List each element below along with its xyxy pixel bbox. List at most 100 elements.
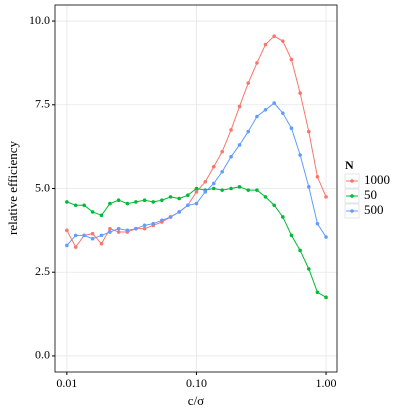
point — [108, 226, 112, 231]
point — [289, 126, 294, 131]
point — [324, 295, 328, 300]
point — [315, 174, 320, 179]
point — [237, 143, 242, 147]
point — [324, 235, 328, 239]
point — [255, 188, 259, 192]
point — [281, 215, 285, 219]
point — [160, 218, 164, 223]
point — [298, 248, 302, 253]
point — [306, 185, 311, 189]
point — [289, 233, 294, 238]
y-axis-label: relative efficiency — [5, 141, 20, 235]
point — [263, 42, 268, 47]
point — [315, 221, 320, 226]
point — [203, 180, 208, 184]
point — [229, 128, 233, 132]
point — [160, 198, 164, 203]
point — [125, 201, 130, 206]
point — [168, 215, 173, 219]
point — [298, 91, 302, 95]
point — [65, 200, 69, 204]
point — [116, 226, 121, 231]
point — [306, 267, 311, 271]
point — [281, 111, 285, 115]
point — [177, 210, 181, 214]
point — [99, 213, 104, 218]
point — [151, 221, 156, 226]
point — [263, 195, 268, 199]
legend-label: 1000 — [364, 172, 390, 187]
point — [237, 185, 242, 189]
point — [272, 101, 276, 105]
point — [229, 154, 233, 159]
point — [82, 233, 86, 238]
point — [211, 164, 216, 169]
point — [324, 195, 328, 199]
point — [263, 108, 268, 112]
point — [99, 233, 104, 238]
point — [142, 226, 147, 231]
point — [116, 230, 121, 234]
point — [177, 196, 181, 201]
x-tick-label: 0.10 — [186, 376, 207, 390]
point — [194, 186, 199, 191]
point — [134, 200, 138, 204]
point — [73, 233, 78, 238]
point — [99, 241, 104, 246]
point — [237, 104, 242, 109]
point — [281, 39, 285, 43]
point — [306, 129, 311, 134]
point — [211, 186, 216, 191]
point — [220, 188, 224, 192]
plot-border — [54, 4, 338, 373]
legend-point — [350, 179, 354, 183]
point — [255, 61, 259, 65]
point — [194, 190, 199, 194]
y-tick-label: 2.5 — [35, 264, 50, 278]
legend-label: 500 — [364, 202, 384, 217]
point — [194, 201, 199, 206]
point — [220, 169, 224, 174]
point — [255, 114, 259, 119]
point — [73, 203, 78, 208]
y-tick-label: 7.5 — [35, 97, 50, 111]
point — [298, 153, 302, 157]
legend-title: N — [345, 158, 354, 172]
point — [73, 245, 78, 249]
point — [289, 57, 294, 62]
legend-point — [350, 194, 354, 198]
point — [134, 226, 138, 231]
point — [246, 81, 251, 85]
point — [151, 200, 156, 204]
point — [82, 203, 86, 208]
point — [90, 236, 95, 241]
point — [220, 149, 224, 154]
y-tick-label: 0.0 — [35, 348, 50, 362]
point — [90, 231, 95, 236]
point — [315, 290, 320, 295]
x-tick-label: 1.00 — [316, 376, 337, 390]
point — [108, 230, 112, 234]
point — [108, 201, 112, 206]
point — [116, 198, 121, 203]
point — [168, 195, 173, 199]
point — [65, 243, 69, 248]
point — [229, 186, 233, 191]
point — [186, 203, 190, 208]
point — [65, 228, 69, 233]
point — [142, 198, 147, 203]
legend-label: 50 — [364, 187, 377, 202]
point — [246, 129, 251, 134]
point — [142, 223, 147, 228]
legend-point — [350, 209, 354, 213]
x-tick-label: 0.01 — [56, 376, 77, 390]
point — [272, 34, 276, 38]
point — [125, 228, 130, 233]
y-tick-label: 5.0 — [35, 180, 50, 194]
point — [203, 190, 208, 194]
point — [186, 193, 190, 197]
point — [272, 203, 276, 208]
y-tick-label: 10.0 — [29, 13, 50, 27]
x-axis-label: c/σ — [188, 393, 204, 408]
